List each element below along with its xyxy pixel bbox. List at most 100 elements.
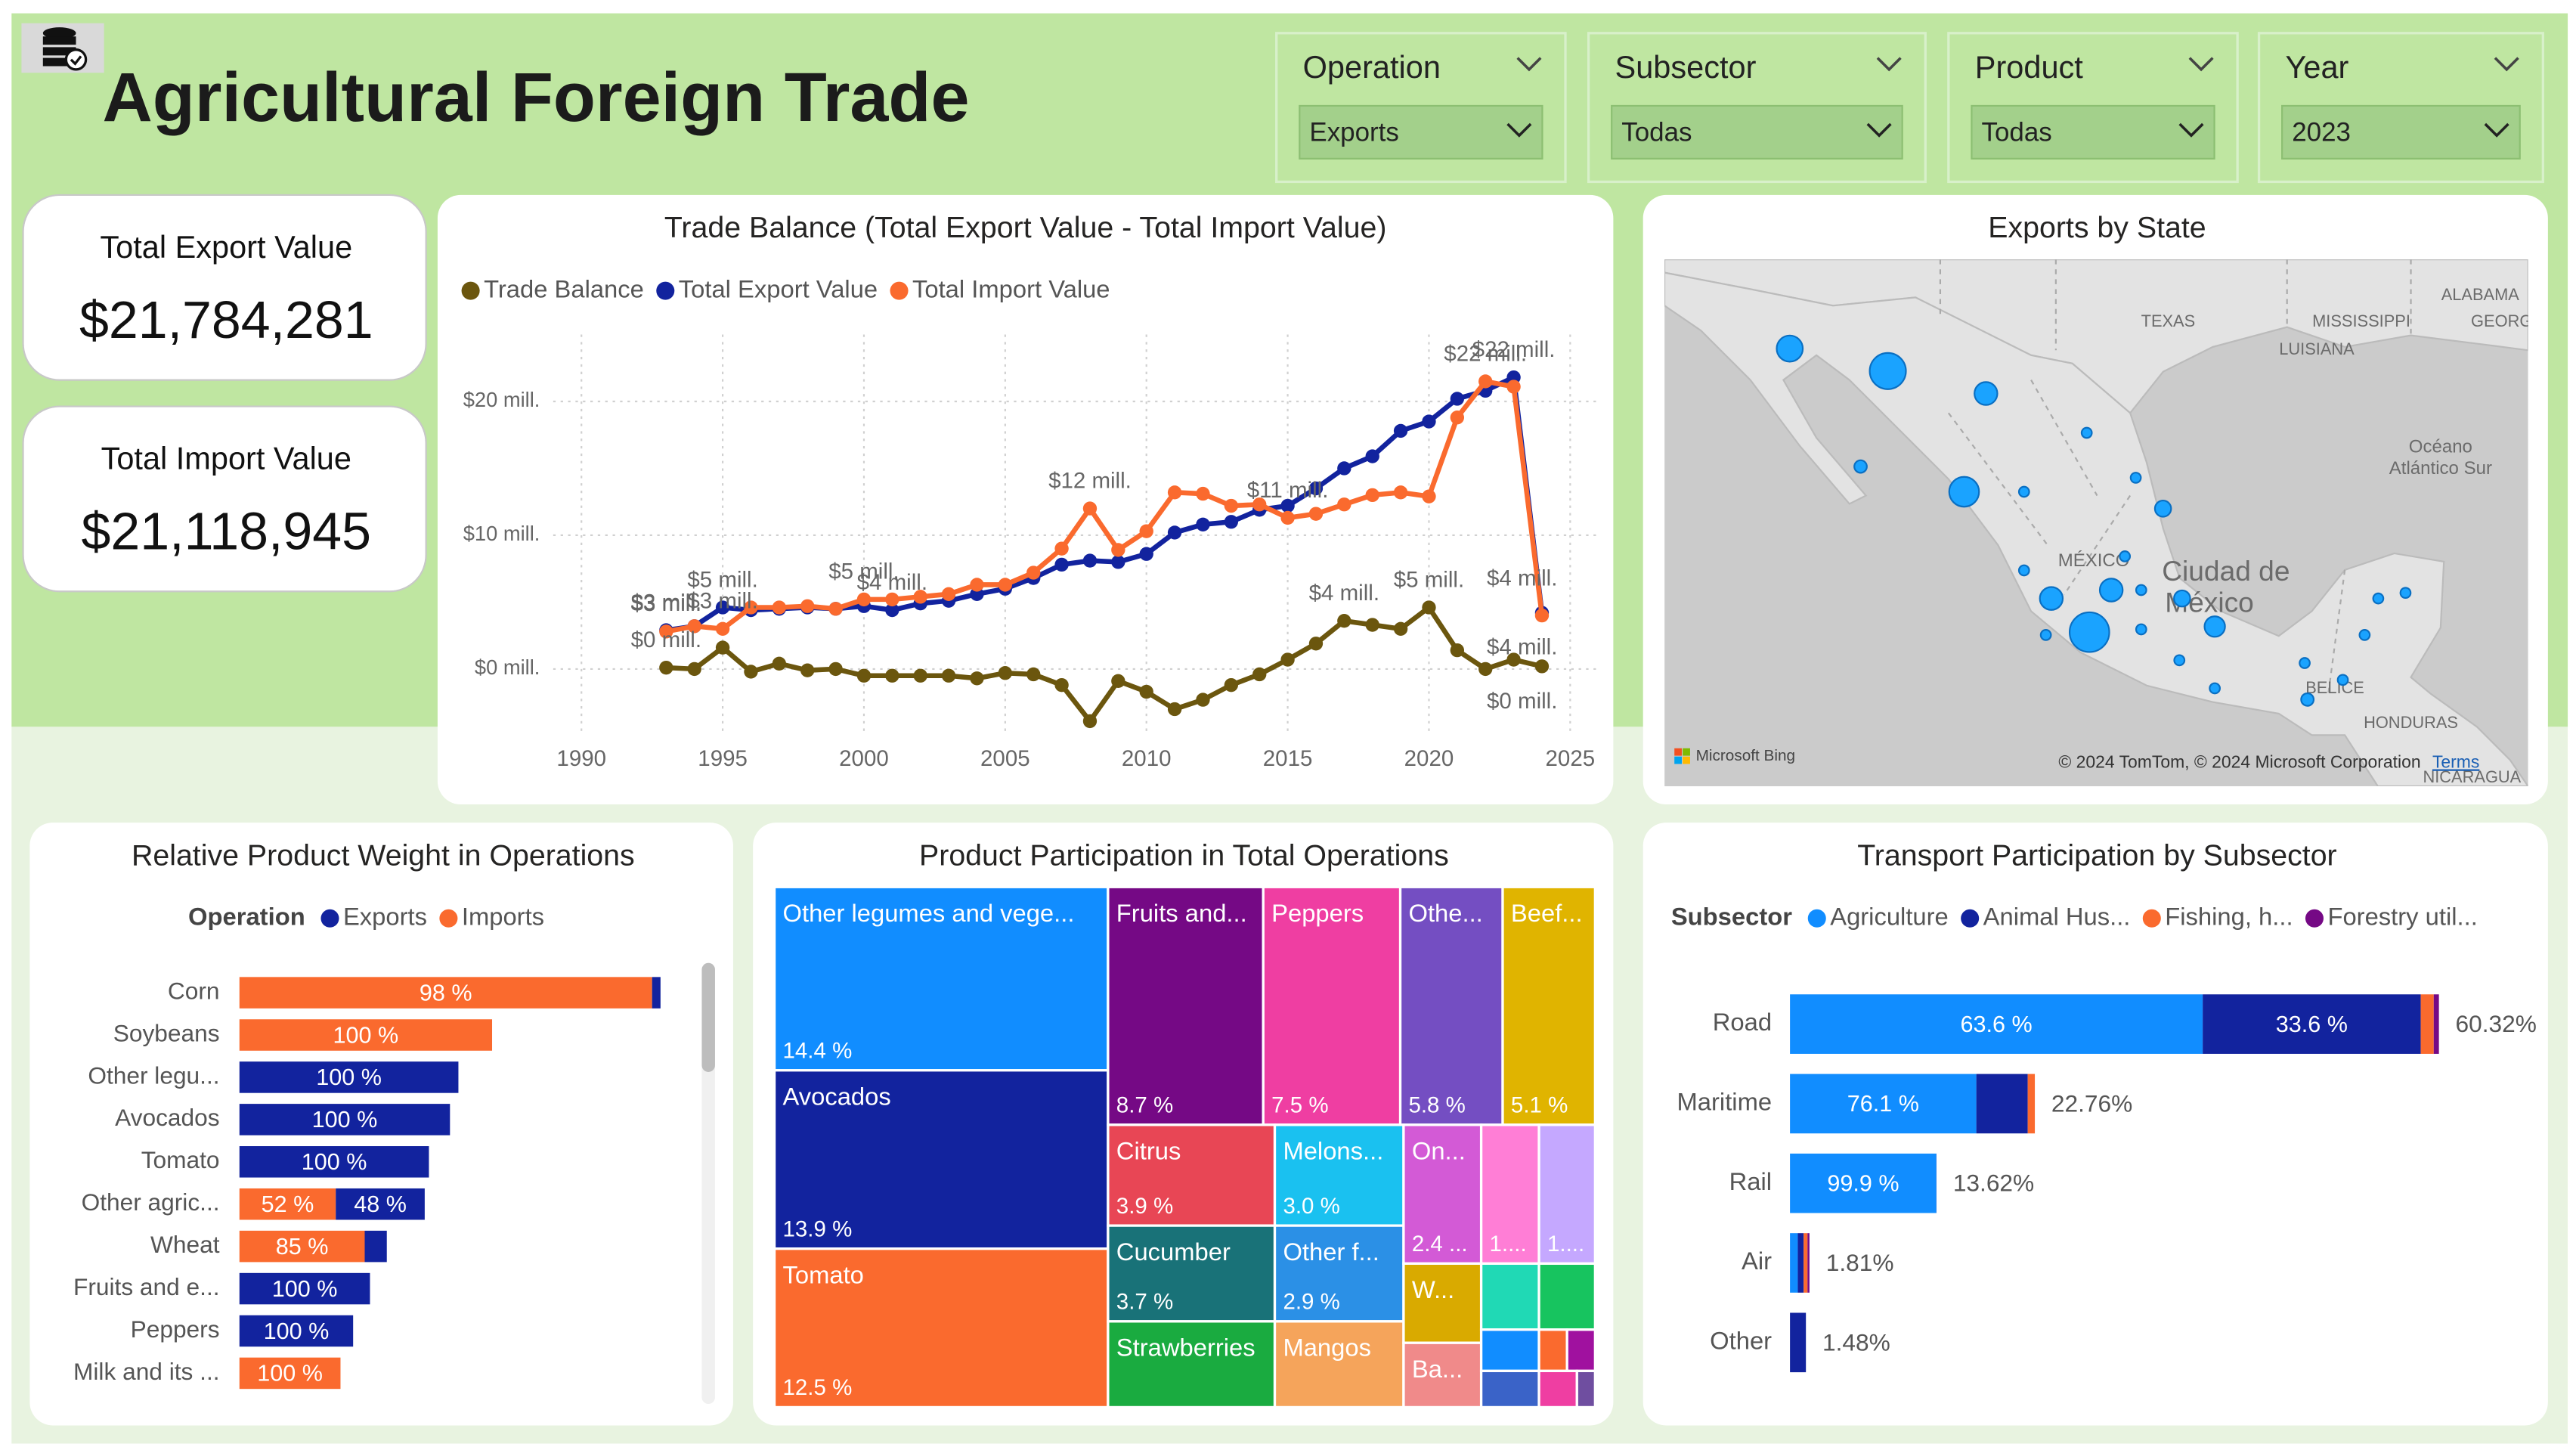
x-tick-label: 2010 xyxy=(1122,746,1172,771)
legend-title: Subsector xyxy=(1671,902,1792,930)
point xyxy=(1167,485,1182,500)
data-label: 76.1 % xyxy=(1847,1091,1919,1117)
chart-title: Transport Participation by Subsector xyxy=(1857,838,2336,872)
treemap-tile xyxy=(1479,1369,1540,1409)
bubble xyxy=(2098,578,2124,603)
filter-label: Operation xyxy=(1303,49,1441,85)
place-label: Ciudad de xyxy=(2162,555,2290,587)
point xyxy=(1450,392,1465,406)
legend-label: Trade Balance xyxy=(484,274,644,302)
bing-logo xyxy=(1674,748,1683,756)
x-tick-label: 2000 xyxy=(839,746,889,771)
tile-value-label: 14.4 % xyxy=(783,1039,853,1064)
bar-segment xyxy=(239,1230,365,1263)
point xyxy=(1365,618,1379,632)
chevron xyxy=(2178,122,2204,138)
data-label: 85 % xyxy=(276,1234,329,1260)
tile-label: W... xyxy=(1412,1275,1454,1303)
data-label: $22 mill. xyxy=(1472,337,1556,362)
tile-value-label: 3.9 % xyxy=(1116,1194,1173,1219)
point xyxy=(1026,565,1041,580)
point xyxy=(1252,667,1267,682)
bubble xyxy=(1948,476,1980,508)
point xyxy=(828,662,843,677)
point xyxy=(1196,517,1210,531)
bing-logo xyxy=(1683,756,1690,764)
data-label: $0 mill. xyxy=(1487,689,1557,714)
place-label: Océano xyxy=(2409,437,2472,457)
y-category-label: Fruits and e... xyxy=(73,1273,220,1300)
data-label: 100 % xyxy=(257,1361,323,1387)
point xyxy=(1506,380,1521,394)
data-label: $5 mill. xyxy=(1394,567,1464,592)
place-label: BELICE xyxy=(2305,678,2364,697)
place-label: ALABAMA xyxy=(2441,285,2520,304)
point xyxy=(856,592,872,607)
scrollbar-thumb[interactable] xyxy=(701,962,715,1072)
point xyxy=(885,592,899,607)
chevron xyxy=(2188,57,2214,72)
point xyxy=(1308,481,1324,496)
y-tick-label: $20 mill. xyxy=(463,388,540,411)
filter-dropdown[interactable] xyxy=(1299,104,1543,160)
bubble xyxy=(2173,654,2186,667)
page-title: Agricultural Foreign Trade xyxy=(102,59,969,136)
map-terms-link[interactable]: Terms xyxy=(2432,751,2479,771)
bubble xyxy=(2039,629,2052,641)
bar-segment xyxy=(239,1019,493,1051)
chevron xyxy=(1516,57,1542,72)
point xyxy=(1478,374,1493,389)
point xyxy=(885,668,899,683)
legend-marker xyxy=(461,281,480,300)
bar-segment xyxy=(239,977,652,1009)
bubble xyxy=(2135,584,2147,596)
bubble xyxy=(2300,692,2315,707)
map-border xyxy=(2030,380,2098,497)
tile-label: Tomato xyxy=(783,1261,864,1289)
point xyxy=(1196,486,1210,501)
filter-dropdown[interactable] xyxy=(1971,104,2215,160)
x-tick-label: 2005 xyxy=(980,746,1030,771)
chevron xyxy=(2494,57,2519,72)
point xyxy=(715,600,730,615)
app-icon xyxy=(21,23,104,73)
tile-label: Cucumber xyxy=(1116,1238,1231,1266)
scrollbar-track xyxy=(701,962,715,1405)
tile-label: On... xyxy=(1412,1137,1466,1165)
total-label: 60.32% xyxy=(2455,1010,2536,1037)
point xyxy=(800,663,815,677)
chart-title: Product Participation in Total Operation… xyxy=(919,838,1449,872)
filter-dropdown[interactable] xyxy=(2281,104,2521,160)
point xyxy=(772,656,787,671)
bubble xyxy=(2017,485,2030,498)
tile-label: Ba... xyxy=(1412,1355,1463,1383)
bubble xyxy=(2017,564,2030,577)
data-label: 99.9 % xyxy=(1827,1170,1899,1196)
point xyxy=(970,671,984,686)
tile-value-label: 3.0 % xyxy=(1283,1194,1339,1219)
y-category-label: Other legu... xyxy=(88,1061,219,1089)
map-credit: © 2024 TomTom, © 2024 Microsoft Corporat… xyxy=(2058,751,2420,771)
bubble xyxy=(2039,586,2064,611)
data-label: $3 mill. xyxy=(687,589,757,614)
point xyxy=(1224,515,1239,529)
bar-segment xyxy=(364,1230,387,1263)
point xyxy=(1506,652,1521,667)
point xyxy=(715,640,730,655)
place-label: HONDURAS xyxy=(2364,713,2458,732)
filter-dropdown[interactable] xyxy=(1611,104,1903,160)
bar-segment xyxy=(652,977,661,1009)
data-label: 100 % xyxy=(312,1107,378,1133)
data-label: 100 % xyxy=(272,1276,338,1302)
data-label: $4 mill. xyxy=(1487,566,1557,591)
chevron xyxy=(1866,122,1892,138)
treemap-tile xyxy=(1107,1320,1277,1409)
place-label: Atlántico Sur xyxy=(2389,458,2492,479)
y-tick-label: $0 mill. xyxy=(475,655,540,679)
chart-card xyxy=(1643,823,2548,1426)
point xyxy=(885,603,899,618)
bar-segment xyxy=(239,1357,341,1390)
bar-segment xyxy=(1807,1233,1810,1293)
point xyxy=(800,599,815,613)
bar-segment xyxy=(2203,994,2421,1054)
